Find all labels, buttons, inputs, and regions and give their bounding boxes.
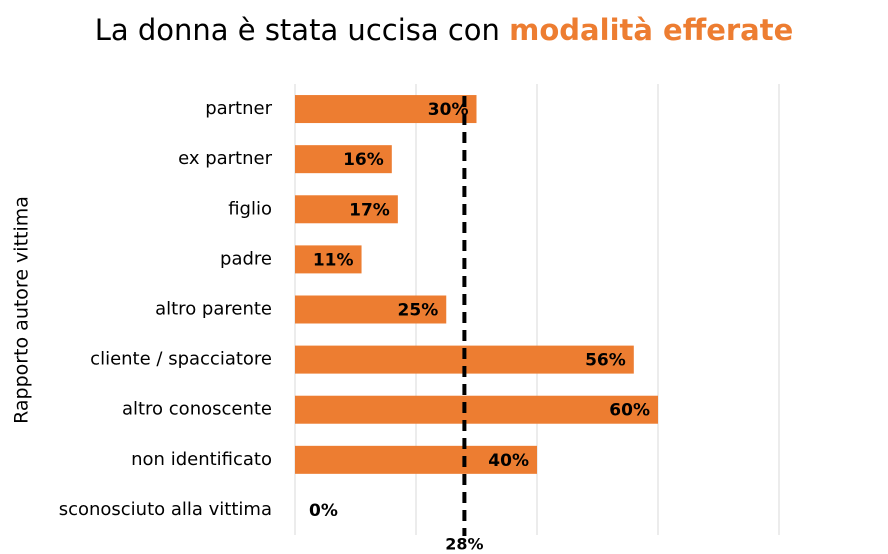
y-axis-label: Rapporto autore vittima — [11, 196, 33, 424]
value-label: 56% — [585, 351, 626, 371]
y-tick-label: cliente / spacciatore — [90, 349, 272, 370]
bar — [295, 395, 658, 424]
y-tick-label: altro parente — [155, 299, 272, 320]
reference-label: 28% — [445, 535, 483, 554]
bar — [295, 95, 477, 124]
y-tick-label: ex partner — [178, 148, 273, 169]
title-main: La donna è stata uccisa con — [95, 13, 500, 47]
value-label: 30% — [428, 100, 469, 120]
value-label: 0% — [309, 501, 338, 521]
value-label: 11% — [313, 250, 354, 270]
y-tick-label: non identificato — [131, 449, 272, 470]
bar — [295, 195, 398, 224]
bar — [295, 145, 392, 174]
y-tick-label: partner — [205, 98, 272, 119]
bar — [295, 295, 447, 324]
y-tick-label: padre — [220, 248, 272, 269]
y-tick-label: figlio — [228, 198, 272, 219]
y-tick-label: altro conoscente — [122, 399, 272, 420]
value-label: 25% — [398, 301, 439, 321]
value-label: 60% — [609, 401, 650, 421]
y-tick-label: sconosciuto alla vittima — [59, 499, 272, 520]
chart-title: La donna è stata uccisa con modalità eff… — [95, 13, 794, 47]
value-label: 40% — [488, 451, 529, 471]
bar — [295, 445, 537, 474]
bar — [295, 245, 362, 274]
value-label: 17% — [349, 200, 390, 220]
value-label: 16% — [343, 150, 384, 170]
title-highlight: modalità efferate — [509, 13, 793, 47]
